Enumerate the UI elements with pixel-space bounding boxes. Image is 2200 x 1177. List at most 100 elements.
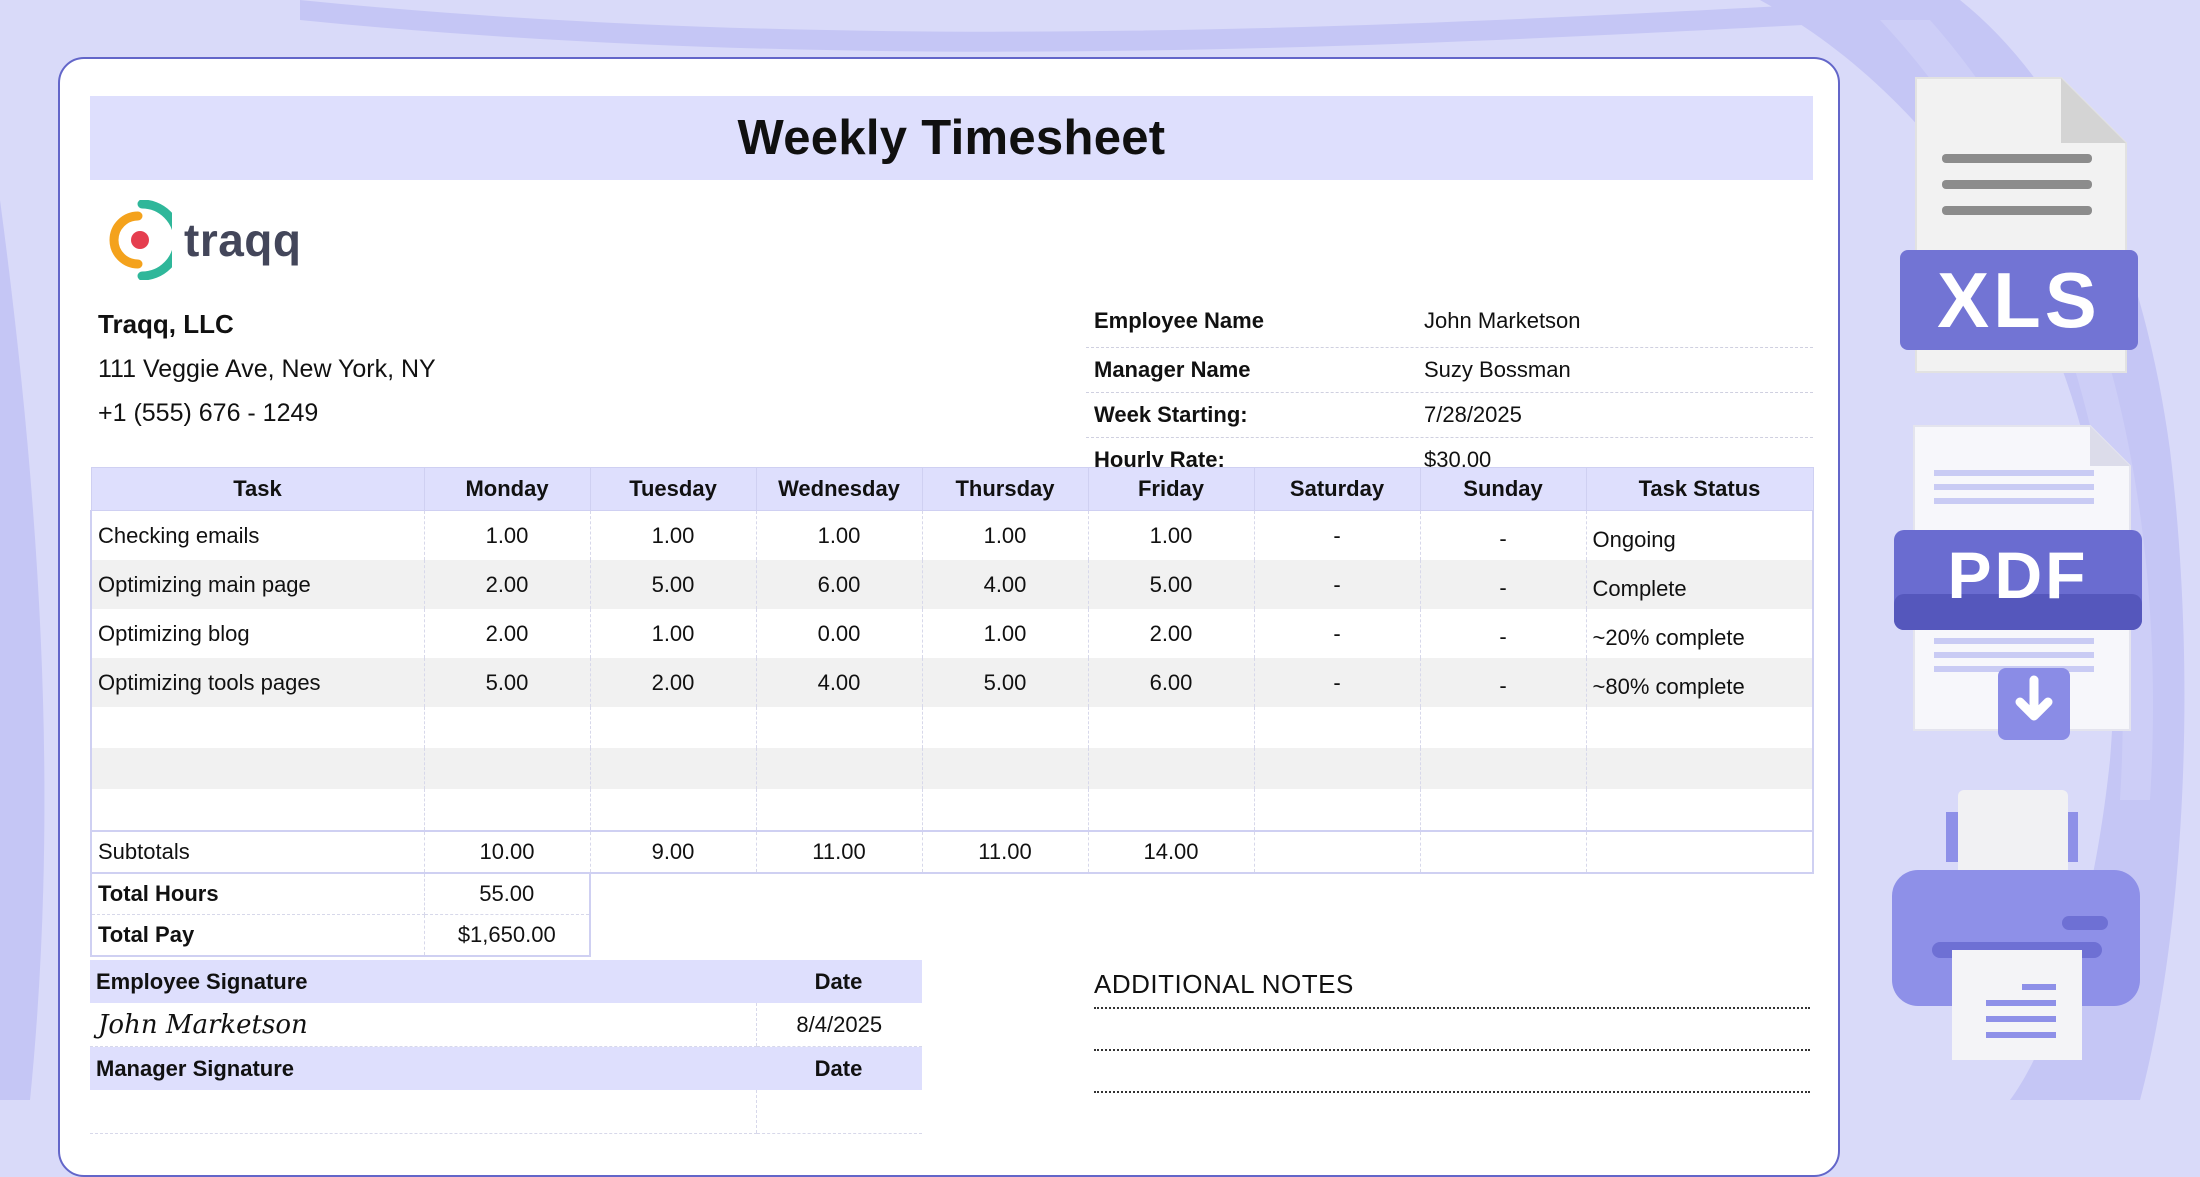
subtotal-cell [1253,831,1421,874]
empty-cell[interactable] [90,707,425,748]
hours-cell[interactable]: 1.00 [589,510,757,560]
notes-line[interactable] [1094,1009,1810,1051]
hours-cell[interactable]: 1.00 [755,510,923,560]
printer-icon [1892,790,2140,1060]
hours-cell[interactable]: 1.00 [921,609,1089,658]
info-value[interactable]: John Marketson [1424,308,1581,333]
hours-cell[interactable]: 4.00 [755,658,923,707]
empty-cell[interactable] [90,789,425,832]
empty-cell[interactable] [589,748,757,789]
employee-signature-label: Employee Signature [90,960,756,1003]
hours-cell[interactable]: 5.00 [423,658,591,707]
column-header: Tuesday [589,467,757,511]
status-cell[interactable]: ~80% complete [1585,658,1814,707]
task-cell[interactable]: Optimizing blog [90,609,425,658]
empty-cell[interactable] [1419,707,1587,748]
employee-signature[interactable]: John Marketson [90,1003,756,1047]
column-header: Task Status [1585,467,1814,511]
hours-cell[interactable]: 1.00 [423,510,591,560]
column-header: Thursday [921,467,1089,511]
hours-cell[interactable]: - [1253,560,1421,609]
empty-cell[interactable] [1253,707,1421,748]
pdf-download-button[interactable]: PDF [1890,424,2146,744]
empty-cell[interactable] [589,789,757,832]
column-header: Sunday [1419,467,1587,511]
signature-table: Employee Signature Date John Marketson 8… [90,960,922,1134]
info-row-manager: Manager Name Suzy Bossman [1086,348,1813,393]
empty-cell[interactable] [755,748,923,789]
column-header: Friday [1087,467,1255,511]
empty-cell[interactable] [1585,707,1814,748]
empty-cell[interactable] [1087,707,1255,748]
hours-cell[interactable]: 2.00 [423,609,591,658]
hours-cell[interactable]: - [1419,658,1587,707]
hours-cell[interactable]: 2.00 [1087,609,1255,658]
task-cell[interactable]: Optimizing tools pages [90,658,425,707]
hours-cell[interactable]: 5.00 [921,658,1089,707]
empty-cell[interactable] [1419,789,1587,832]
column-header: Monday [423,467,591,511]
hours-cell[interactable]: 1.00 [1087,510,1255,560]
empty-cell[interactable] [1087,748,1255,789]
hours-cell[interactable]: 5.00 [589,560,757,609]
subtotal-cell: 11.00 [755,831,923,874]
manager-signature-label: Manager Signature [90,1046,756,1090]
hours-cell[interactable]: - [1253,510,1421,560]
empty-cell[interactable] [423,789,591,832]
hours-cell[interactable]: 6.00 [755,560,923,609]
empty-cell[interactable] [90,748,425,789]
hours-cell[interactable]: 2.00 [423,560,591,609]
employee-signature-date[interactable]: 8/4/2025 [755,1003,922,1047]
hours-cell[interactable]: - [1253,609,1421,658]
manager-signature[interactable] [90,1090,756,1134]
empty-cell[interactable] [1253,789,1421,832]
empty-cell[interactable] [921,707,1089,748]
info-value[interactable]: 7/28/2025 [1424,402,1522,427]
traqq-logo-icon [109,200,172,280]
manager-signature-date[interactable] [755,1090,922,1134]
empty-cell[interactable] [1585,748,1814,789]
info-label: Employee Name [1094,308,1264,333]
table-row: Optimizing blog 2.00 1.00 0.00 1.00 2.00… [90,609,1814,658]
empty-cell[interactable] [921,748,1089,789]
status-cell[interactable]: ~20% complete [1585,609,1814,658]
hours-cell[interactable]: - [1419,609,1587,658]
total-hours-value: 55.00 [423,873,591,915]
hours-cell[interactable]: - [1419,560,1587,609]
hours-cell[interactable]: - [1253,658,1421,707]
hours-cell[interactable]: - [1419,510,1587,560]
company-phone: +1 (555) 676 - 1249 [98,399,319,427]
empty-cell[interactable] [1253,748,1421,789]
hours-cell[interactable]: 1.00 [589,609,757,658]
hours-cell[interactable]: 4.00 [921,560,1089,609]
status-cell[interactable]: Ongoing [1585,510,1814,560]
empty-cell[interactable] [755,707,923,748]
logo-wordmark: traqq [184,214,302,266]
table-row-empty [90,748,1814,789]
empty-cell[interactable] [589,707,757,748]
hours-cell[interactable]: 5.00 [1087,560,1255,609]
status-cell[interactable]: Complete [1585,560,1814,609]
hours-cell[interactable]: 0.00 [755,609,923,658]
task-cell[interactable]: Checking emails [90,510,425,560]
hours-cell[interactable]: 1.00 [921,510,1089,560]
print-button[interactable] [1890,788,2146,1068]
task-cell[interactable]: Optimizing main page [90,560,425,609]
empty-cell[interactable] [755,789,923,832]
hours-cell[interactable]: 6.00 [1087,658,1255,707]
timesheet-table: Task Monday Tuesday Wednesday Thursday F… [90,467,1814,957]
info-value[interactable]: Suzy Bossman [1424,357,1571,382]
empty-cell[interactable] [921,789,1089,832]
hours-cell[interactable]: 2.00 [589,658,757,707]
notes-line[interactable] [1094,1051,1810,1093]
empty-cell[interactable] [1419,748,1587,789]
subtotal-cell: 11.00 [921,831,1089,874]
empty-cell[interactable] [1087,789,1255,832]
empty-cell[interactable] [1585,789,1814,832]
empty-cell[interactable] [423,748,591,789]
title-bar: Weekly Timesheet [90,96,1813,180]
employee-signature-row: John Marketson 8/4/2025 [90,1003,922,1047]
total-pay-value: $1,650.00 [423,914,591,957]
empty-cell[interactable] [423,707,591,748]
xls-download-button[interactable]: XLS [1896,76,2142,380]
